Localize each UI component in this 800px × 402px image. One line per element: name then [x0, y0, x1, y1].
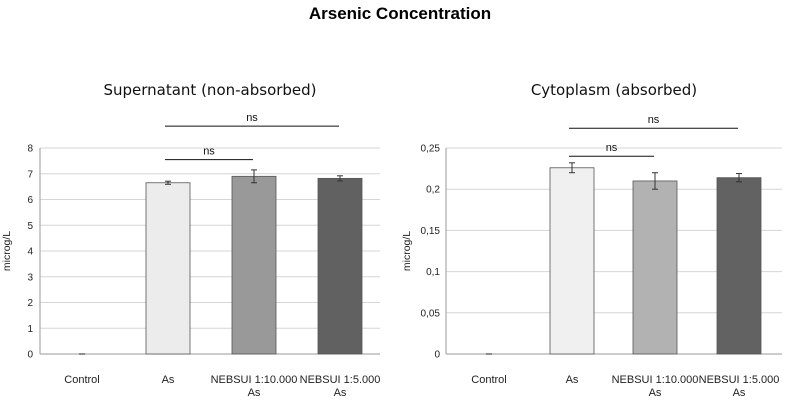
chart1-category-label: As — [248, 387, 261, 399]
chart2-category-label: As — [566, 374, 579, 386]
chart2-bar — [716, 177, 762, 355]
chart1-panel: Supernatant (non-absorbed) 0 1 2 3 4 5 6 7 8 micro… — [1, 81, 380, 399]
chart1-ytick-label: 4 — [27, 247, 33, 258]
chart2-ytick-label: 0,2 — [426, 185, 440, 196]
chart1-title: Supernatant (non-absorbed) — [103, 81, 316, 99]
chart2-ytick-label: 0,15 — [421, 226, 441, 237]
chart2-significance-label: ns — [606, 142, 618, 154]
chart1-ytick-label: 2 — [27, 298, 33, 309]
chart2-ytick-label: 0 — [434, 350, 440, 361]
chart1-ytick-label: 5 — [27, 221, 33, 232]
chart2-y-axis-label: microg/L — [401, 231, 413, 271]
chart1-ytick-label: 8 — [27, 144, 33, 155]
chart2-ytick-label: 0,1 — [426, 267, 440, 278]
chart1-significance-label: ns — [203, 146, 215, 158]
chart2-significance-label: ns — [648, 114, 660, 126]
chart1-category-label: As — [162, 374, 175, 386]
chart1-category-label: NEBSUI 1:10.000 — [211, 374, 298, 386]
chart1-ytick-label: 7 — [27, 169, 33, 180]
chart1-bar — [231, 175, 277, 355]
chart1-ytick-label: 3 — [27, 272, 33, 283]
chart1-ytick-label: 6 — [27, 195, 33, 206]
chart1-category-label: NEBSUI 1:5.000 — [300, 374, 381, 386]
chart2-bar — [632, 180, 678, 355]
chart2-title: Cytoplasm (absorbed) — [531, 81, 697, 99]
chart2-category-label: NEBSUI 1:10.000 — [612, 374, 699, 386]
chart1-category-label: As — [334, 387, 347, 399]
chart2-category-label: Control — [471, 374, 506, 386]
chart2-ytick-label: 0,05 — [421, 308, 441, 319]
chart1-category-label: Control — [64, 374, 99, 386]
chart2-category-label: NEBSUI 1:5.000 — [699, 374, 780, 386]
chart2-bar — [549, 167, 595, 355]
chart1-bar — [317, 177, 363, 355]
figure-title: Arsenic Concentration — [308, 4, 492, 23]
chart2-category-label: As — [649, 387, 662, 399]
chart1-bar — [145, 182, 191, 355]
chart1-ytick-label: 1 — [27, 324, 33, 335]
chart2-category-label: As — [733, 387, 746, 399]
chart1-y-axis-label: microg/L — [1, 231, 13, 271]
chart1-significance-label: ns — [246, 112, 258, 124]
chart2-panel: Cytoplasm (absorbed) 0 0,05 0,1 0,15 0,2 0,25 m… — [401, 81, 782, 399]
chart2-ytick-label: 0,25 — [421, 144, 441, 155]
chart1-ytick-label: 0 — [27, 350, 33, 361]
